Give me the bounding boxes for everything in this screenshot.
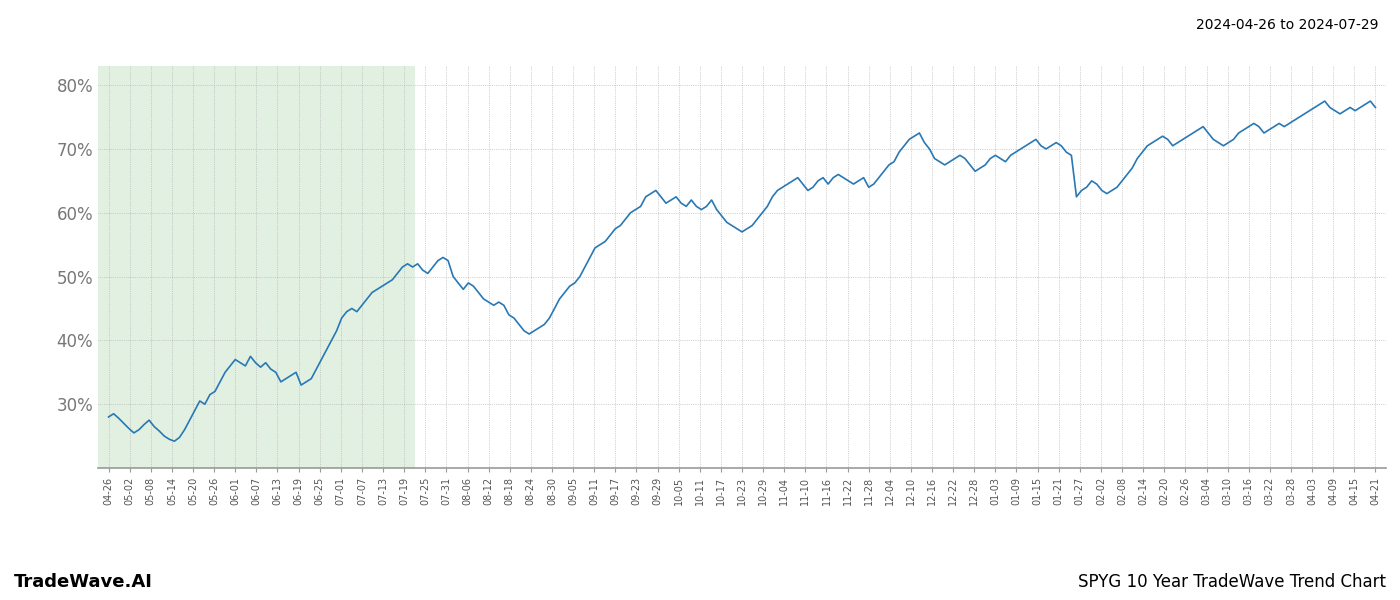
Text: TradeWave.AI: TradeWave.AI xyxy=(14,573,153,591)
Bar xyxy=(98,66,414,468)
Text: SPYG 10 Year TradeWave Trend Chart: SPYG 10 Year TradeWave Trend Chart xyxy=(1078,573,1386,591)
Text: 2024-04-26 to 2024-07-29: 2024-04-26 to 2024-07-29 xyxy=(1197,18,1379,32)
